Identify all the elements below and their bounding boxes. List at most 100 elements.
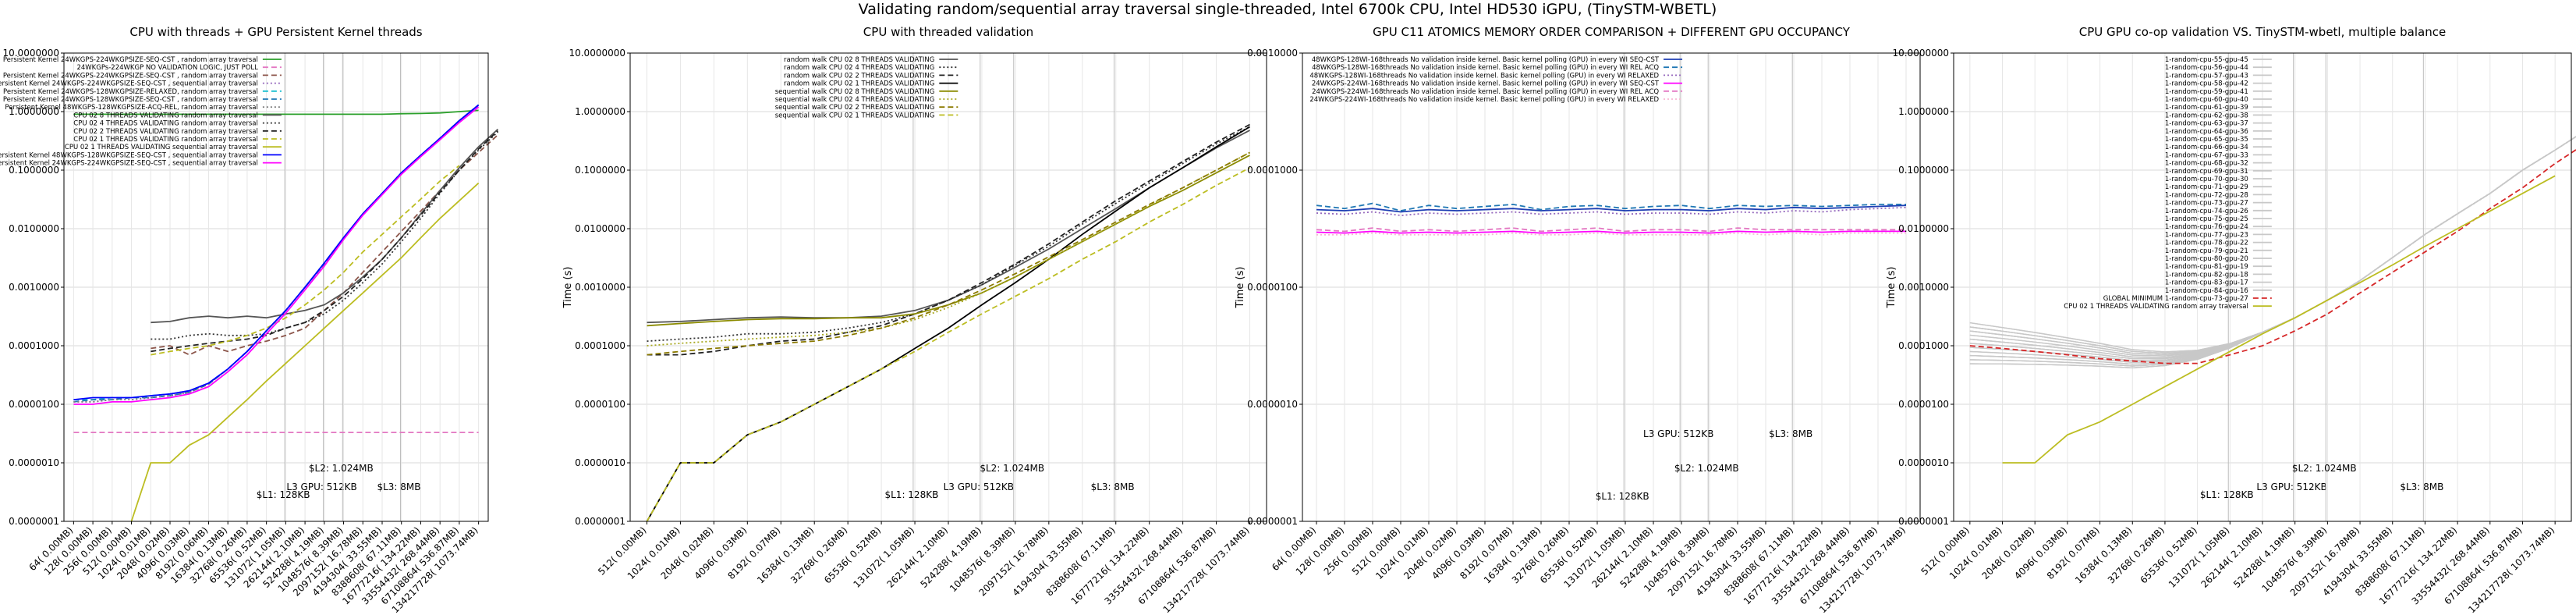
y-tick-label: 0.0100000 [575,223,625,234]
series-line-gray [1969,136,2576,358]
legend-label: 24WKGPS-224WI-168threads No validation i… [1309,96,1659,104]
x-tick-label: 65536( 0.52MB) [822,524,883,585]
legend-label: CPU 02 1 THREADS VALIDATING sequential a… [65,144,258,151]
y-tick-label: 0.0000010 [575,457,625,468]
legend-label: 1-random-cpu-67-gpu-33 [2165,151,2248,159]
y-tick-label: 0.0000001 [9,516,59,527]
chart-title: CPU with threaded validation [863,25,1033,39]
legend-label: Persistent Kernel 24WKGPS-128WKGPSIZE-RE… [3,88,258,96]
charts: CPU with threads + GPU Persistent Kernel… [0,25,2576,615]
y-axis-label: Time (s) [562,267,574,309]
plot-frame [1302,52,1921,522]
cache-marker-label: $L3: 8MB [2400,482,2443,492]
legend-label: 1-random-cpu-68-gpu-32 [2165,160,2248,168]
x-tick-label: 262144( 2.10MB) [2199,524,2264,590]
series-line [73,109,479,116]
x-tick-label: 131072( 1.05MB) [2167,524,2232,590]
series-line-gray [1969,136,2576,356]
chart-panel: CPU with threads + GPU Persistent Kernel… [0,25,499,615]
x-tick-label: 65536( 0.52MB) [2138,524,2199,585]
series-line-gray [1969,136,2576,369]
y-tick-label: 0.0010000 [9,282,59,293]
legend-label: 24WKGPs-224WKGP NO VALIDATION LOGIC, JUS… [76,64,258,72]
legend-label: 1-random-cpu-84-gpu-16 [2165,287,2248,295]
series-line-gray [1969,136,2576,369]
legend-label: 1-random-cpu-60-gpu-40 [2165,96,2248,104]
series-line-gray [1969,136,2576,367]
y-tick-label: 0.0001000 [9,340,59,351]
legend-label: 1-random-cpu-76-gpu-24 [2165,223,2248,231]
plot-frame [1953,52,2572,522]
cache-marker-label: L3 GPU: 512KB [944,482,1014,492]
y-tick-label: 0.0001000 [1898,340,1949,351]
legend-label: 1-random-cpu-55-gpu-45 [2165,56,2248,64]
series-line [2002,175,2556,464]
legend-label: 1-random-cpu-58-gpu-42 [2165,80,2248,88]
legend-label: Persistent Kernel 48WKGPS-128WKGPSIZE-AC… [5,104,257,112]
series-line-gray [1969,136,2576,361]
series-line [1316,230,1906,234]
legend-label: 1-random-cpu-57-gpu-43 [2165,72,2248,80]
legend-label: 1-random-cpu-77-gpu-23 [2165,231,2248,239]
y-tick-label: 10.0000000 [1892,48,1949,59]
y-tick-label: 0.0000100 [575,399,625,410]
y-tick-label: 0.1000000 [1898,165,1949,176]
chart-title: CPU GPU co-op validation VS. TinySTM-wbe… [2079,25,2446,39]
y-tick-label: 0.0000001 [1247,516,1298,527]
y-tick-label: 10.0000000 [569,48,625,59]
legend: 1-random-cpu-55-gpu-451-random-cpu-56-gp… [2064,56,2272,311]
legend-label: 1-random-cpu-61-gpu-39 [2165,104,2248,112]
series-line [647,155,1250,327]
y-tick-label: 1.0000000 [1898,106,1949,117]
plot-frame [629,52,1267,522]
series-line [151,165,460,356]
series-line-gray [1969,136,2576,360]
legend-label: Persistent Kernel 24WKGPS-224WKGPSIZE-SE… [3,72,258,80]
legend-label: sequential walk CPU 02 2 THREADS VALIDAT… [775,104,935,112]
legend-label: 1-random-cpu-82-gpu-18 [2165,271,2248,279]
series-line-gray [1969,136,2576,357]
y-tick-label: 0.0000100 [1247,282,1298,293]
legend: Persistent Kernel 24WKGPS-224WKGPSIZE-SE… [0,56,282,168]
series-line [1969,148,2576,364]
x-tick-label: 131072( 1.05MB) [852,524,917,590]
series-line-gray [1969,136,2576,361]
series-line [151,128,499,324]
legend-label: random walk CPU 02 4 THREADS VALIDATING [784,64,934,72]
cache-marker-label: L3 GPU: 512KB [286,482,356,492]
series-line-gray [1969,136,2576,356]
chart-panel: CPU with threaded validation 0.0000001 0.0… [562,25,1267,615]
y-axis-label: Time (s) [1886,267,1897,309]
legend-label: CPU 02 1 THREADS VALIDATING random array… [2064,303,2248,311]
chart-panel: CPU GPU co-op validation VS. TinySTM-wbe… [1886,25,2576,615]
cache-marker-label: L3 GPU: 512KB [2256,482,2326,492]
legend-label: random walk CPU 02 8 THREADS VALIDATING [784,56,934,64]
legend-label: CPU 02 2 THREADS VALIDATING random array… [73,128,258,136]
y-tick-label: 0.0000100 [9,399,59,410]
cache-marker-label: $L1: 128KB [2200,489,2254,500]
series-line-gray [1969,136,2576,358]
cache-marker-label: $L1: 128KB [1596,491,1649,502]
series-line [1316,204,1907,213]
legend-label: CPU 02 1 THREADS VALIDATING random array… [73,136,258,144]
legend-label: 1-random-cpu-64-gpu-36 [2165,128,2248,136]
y-tick-label: 0.0010000 [575,282,625,293]
legend-label: GLOBAL MINIMUM 1-random-cpu-73-gpu-27 [2103,295,2248,303]
x-tick-label: 16384( 0.13MB) [2073,524,2134,585]
x-tick-label: 262144( 2.10MB) [884,524,950,590]
legend-label: 1-random-cpu-72-gpu-28 [2165,191,2248,199]
series-line [647,151,1250,356]
legend-label: 1-random-cpu-59-gpu-41 [2165,88,2248,96]
cache-marker-label: $L2: 1.024MB [980,463,1044,474]
series-line-gray [1969,136,2576,360]
legend-label: Persistent Kernel 48WKGPS-128WKGPSIZE-SE… [0,151,258,159]
legend-label: 1-random-cpu-69-gpu-31 [2165,168,2248,176]
y-tick-label: 0.0001000 [575,340,625,351]
series-line-gray [1969,136,2576,356]
legend-label: 1-random-cpu-66-gpu-34 [2165,144,2248,151]
series-line [647,151,1250,347]
legend-label: 1-random-cpu-73-gpu-27 [2165,200,2248,208]
chart-panel: GPU C11 ATOMICS MEMORY ORDER COMPARISON … [1235,25,1921,615]
legend-label: 24WKGPS-224WI-168threads No validation i… [1312,80,1660,88]
x-tick-label: 32768( 0.26MB) [2106,524,2167,585]
